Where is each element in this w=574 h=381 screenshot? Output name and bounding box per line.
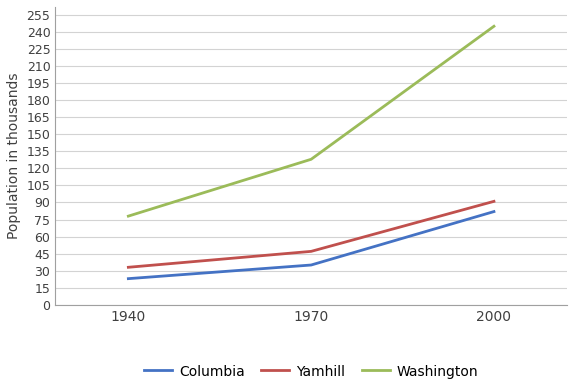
Washington bbox=[125, 214, 132, 218]
Legend: Columbia, Yamhill, Washington: Columbia, Yamhill, Washington bbox=[139, 359, 484, 381]
Columbia bbox=[491, 209, 498, 214]
Yamhill bbox=[308, 249, 315, 254]
Line: Columbia: Columbia bbox=[129, 211, 494, 279]
Yamhill bbox=[125, 265, 132, 270]
Y-axis label: Population in thousands: Population in thousands bbox=[7, 73, 21, 239]
Washington bbox=[491, 24, 498, 29]
Columbia bbox=[125, 276, 132, 281]
Columbia bbox=[308, 263, 315, 267]
Line: Yamhill: Yamhill bbox=[129, 201, 494, 267]
Yamhill bbox=[491, 199, 498, 203]
Washington bbox=[308, 157, 315, 162]
Line: Washington: Washington bbox=[129, 26, 494, 216]
